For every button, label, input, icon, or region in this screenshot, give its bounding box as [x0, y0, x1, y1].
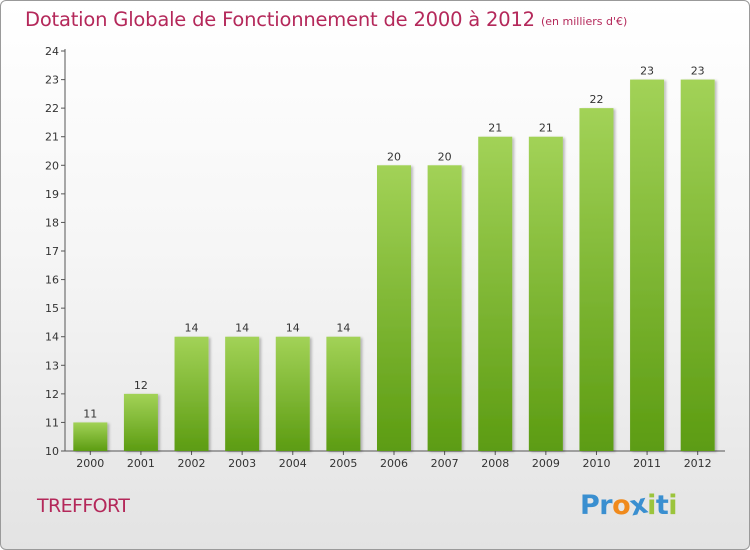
- bar: [630, 79, 665, 452]
- y-tick-label: 12: [45, 388, 59, 401]
- commune-name: TREFFORT: [37, 495, 130, 517]
- y-tick-label: 20: [45, 159, 59, 172]
- bar: [528, 136, 563, 451]
- data-label: 20: [387, 150, 401, 163]
- data-label: 11: [83, 407, 97, 420]
- bar: [326, 336, 361, 451]
- y-tick-label: 19: [45, 188, 59, 201]
- bar: [123, 393, 158, 451]
- data-label: 20: [438, 150, 452, 163]
- chart-unit: (en milliers d'€): [541, 15, 628, 28]
- data-label: 23: [691, 65, 705, 78]
- x-tick-label: 2011: [633, 457, 661, 470]
- bar: [225, 336, 260, 451]
- logo-letter: o: [612, 490, 631, 521]
- data-label: 14: [235, 322, 249, 335]
- data-label: 14: [336, 322, 350, 335]
- data-label: 14: [185, 322, 199, 335]
- x-tick-label: 2010: [582, 457, 610, 470]
- bar: [377, 165, 411, 452]
- labels-group: 2000 11 2001 12 2002 14 2003 14 2004 14 2005 14 2006…: [76, 65, 711, 470]
- y-tick-label: 18: [45, 216, 59, 229]
- data-label: 23: [640, 65, 654, 78]
- x-tick-label: 2007: [431, 457, 459, 470]
- x-tick-label: 2003: [228, 457, 256, 470]
- y-tick-label: 13: [45, 359, 59, 372]
- x-tick-label: 2000: [76, 457, 104, 470]
- x-tick-label: 2004: [279, 457, 307, 470]
- bar: [275, 336, 310, 451]
- y-tick-label: 11: [45, 416, 59, 429]
- data-label: 14: [286, 322, 300, 335]
- data-label: 22: [589, 93, 603, 106]
- bar: [478, 136, 513, 451]
- y-tick-label: 16: [45, 274, 59, 287]
- x-tick-label: 2002: [178, 457, 206, 470]
- logo-letter: P: [580, 490, 600, 521]
- y-tick-label: 17: [45, 245, 59, 258]
- y-tick-label: 24: [45, 45, 59, 58]
- proxiti-logo[interactable]: Proxiti: [580, 489, 678, 523]
- x-tick-label: 2012: [684, 457, 712, 470]
- bar: [579, 108, 614, 452]
- bar: [427, 165, 462, 452]
- x-tick-label: 2009: [532, 457, 560, 470]
- x-tick-label: 2005: [329, 457, 357, 470]
- bar: [174, 336, 209, 451]
- data-label: 12: [134, 379, 148, 392]
- logo-letter: i: [668, 490, 678, 521]
- data-label: 21: [488, 122, 502, 135]
- logo-letter: t: [655, 490, 669, 521]
- y-tick-label: 14: [45, 331, 59, 344]
- x-tick-label: 2001: [127, 457, 155, 470]
- logo-letter: r: [599, 490, 613, 521]
- data-label: 21: [539, 122, 553, 135]
- chart-title: Dotation Globale de Fonctionnement de 20…: [25, 8, 535, 31]
- y-tick-label: 10: [45, 445, 59, 458]
- bars-group: [73, 79, 715, 452]
- y-tick-label: 22: [45, 102, 59, 115]
- logo-letter: i: [647, 490, 656, 521]
- y-tick-label: 21: [45, 131, 59, 144]
- bar: [680, 79, 715, 452]
- bar: [73, 422, 108, 451]
- x-tick-label: 2008: [481, 457, 509, 470]
- y-tick-label: 23: [45, 74, 59, 87]
- y-tick-label: 15: [45, 302, 59, 315]
- x-tick-label: 2006: [380, 457, 408, 470]
